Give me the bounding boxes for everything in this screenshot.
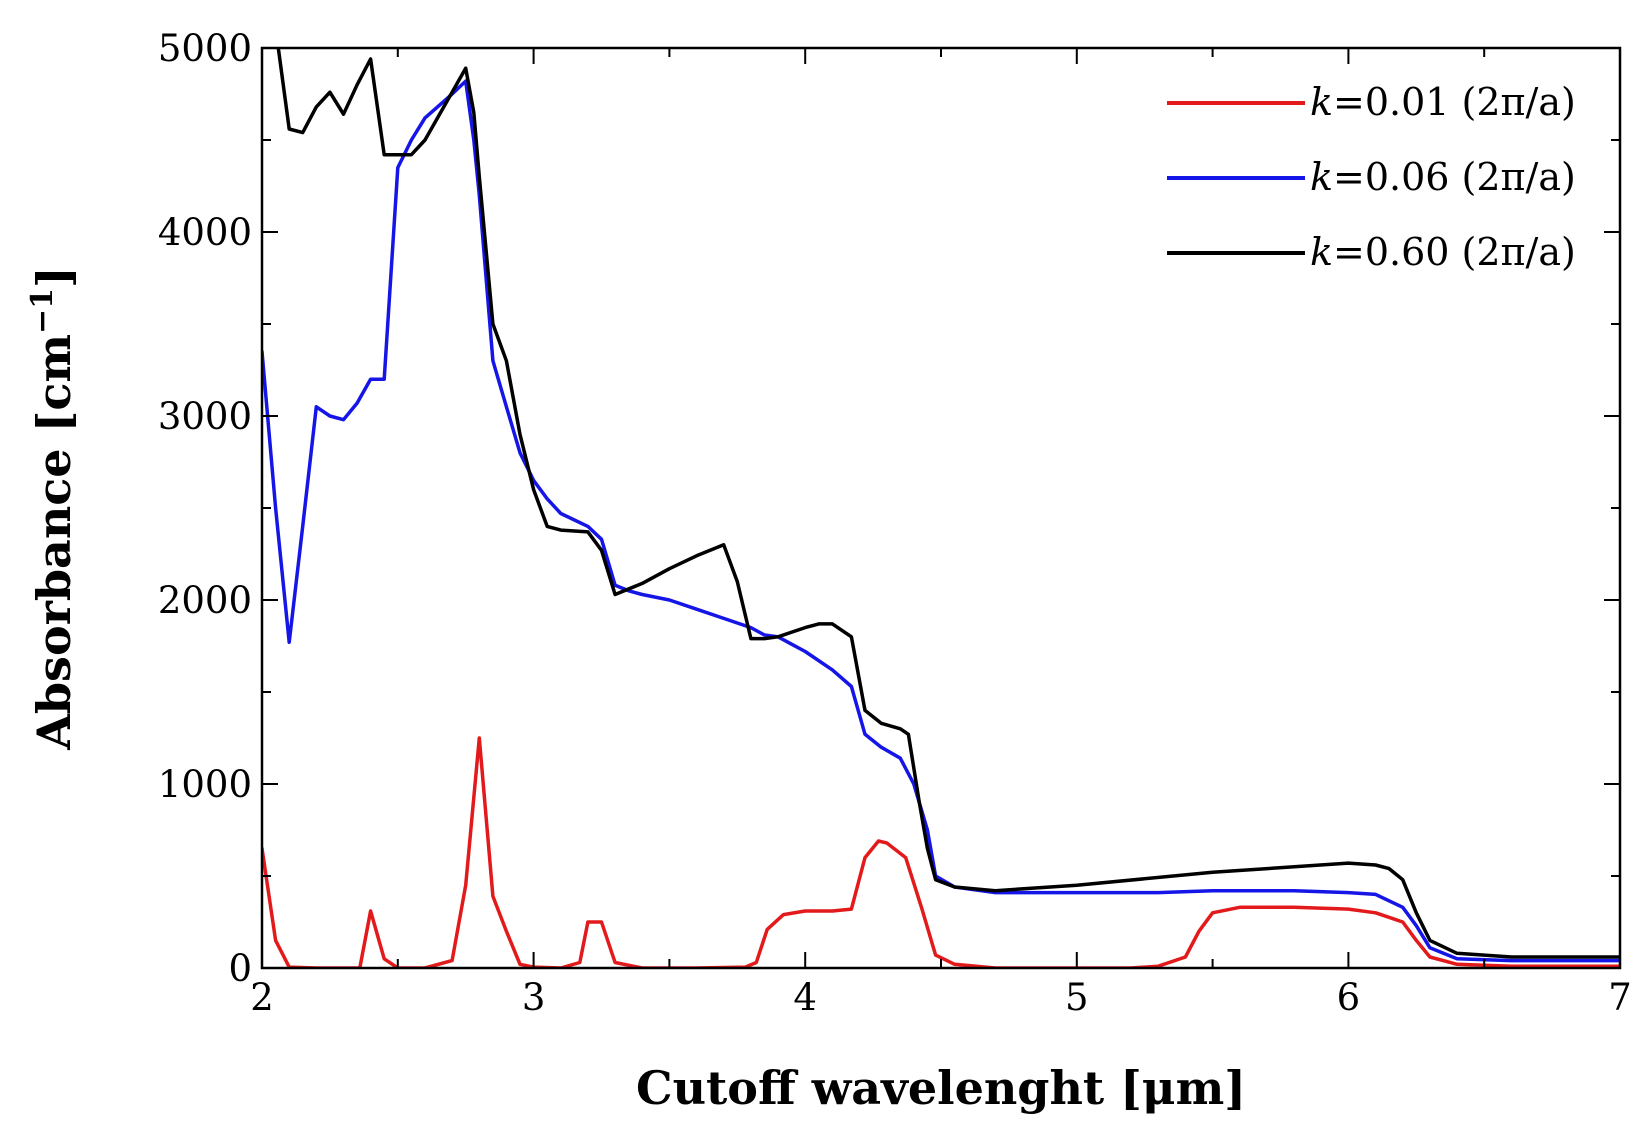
series-line-3 <box>276 48 1620 959</box>
y-tick-label: 1000 <box>158 763 252 806</box>
y-tick-label: 5000 <box>158 27 252 70</box>
x-tick-label: 5 <box>1065 976 1089 1019</box>
legend-label-3: k=0.60 (2π/a) <box>1310 230 1576 274</box>
x-tick-label: 2 <box>250 976 274 1019</box>
series-line-1 <box>262 736 1620 968</box>
legend-label-2: k=0.06 (2π/a) <box>1310 155 1576 199</box>
x-tick-label: 6 <box>1337 976 1361 1019</box>
y-tick-label: 0 <box>228 947 252 990</box>
y-axis-title-superscript: −1 <box>25 288 60 334</box>
y-tick-label: 4000 <box>158 211 252 254</box>
axis-ticks <box>261 47 1621 969</box>
legend: k=0.01 (2π/a) k=0.06 (2π/a) k=0.60 (2π/a) <box>1167 80 1576 274</box>
y-axis-title: Absorbance [cm−1] <box>25 266 81 751</box>
series-line-2 <box>262 79 1620 963</box>
plot-area <box>262 48 1620 968</box>
y-axis-title-main: Absorbance [cm <box>27 334 81 751</box>
x-tick-label: 3 <box>522 976 546 1019</box>
legend-label-1: k=0.01 (2π/a) <box>1310 80 1576 124</box>
y-axis-title-close: ] <box>27 266 81 288</box>
y-tick-label: 3000 <box>158 395 252 438</box>
x-tick-label: 7 <box>1608 976 1632 1019</box>
x-tick-label: 4 <box>793 976 817 1019</box>
y-tick-label: 2000 <box>158 579 252 622</box>
axis-tick-labels: 2 3 4 5 6 7 0 1000 2000 3000 4000 5000 <box>158 27 1632 1019</box>
x-axis-title: Cutoff wavelenght [μm] <box>636 1061 1246 1115</box>
